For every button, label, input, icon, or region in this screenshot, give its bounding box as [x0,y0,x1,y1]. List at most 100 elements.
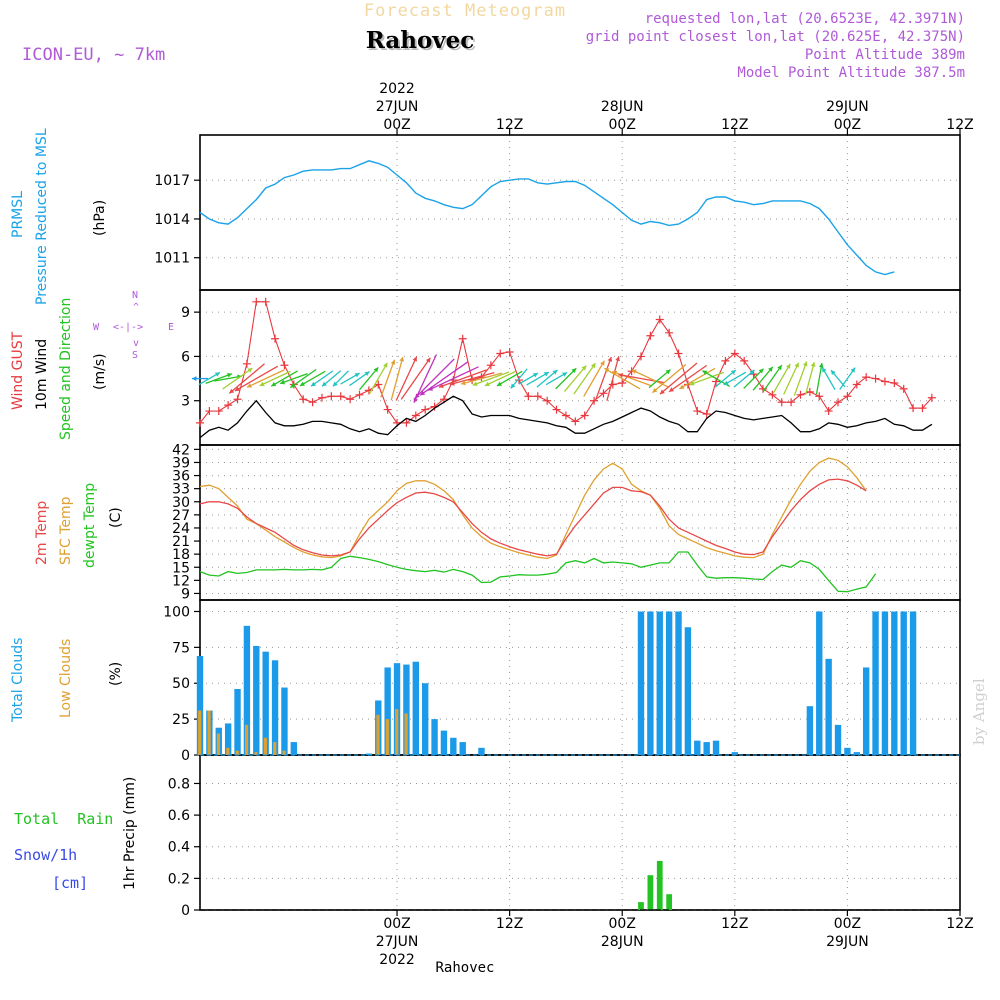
temp-unit: (C) [108,507,124,528]
precip-ytick-label: 0.6 [168,808,190,824]
gust-marker [862,373,871,382]
time-label-top: 00Z [834,117,861,133]
low-cloud-bar [404,713,408,755]
wind-arrow-head [543,372,549,377]
wind-arrow [380,359,396,398]
time-label-bottom: 2022 [379,952,415,968]
low-cloud-bar [216,733,221,755]
wind-ytick-label: 6 [181,349,190,365]
wind-arrow-head [777,365,782,371]
wind-arrow-head [818,363,824,368]
wind-arrow [359,366,379,391]
gust-marker [608,380,617,389]
wind-arrow-head [299,381,305,386]
gust-marker [458,334,467,343]
rain-bar [638,902,644,910]
wind-arrow-head [271,381,277,387]
plot-layers: 1011101410173699121518212427303336394202… [154,81,973,968]
time-label-bottom: 12Z [721,916,748,932]
wind-arrow [783,362,800,395]
compass-arrow-down: v [133,338,139,349]
gust-marker [805,387,814,396]
gust-marker [252,297,261,306]
wind-arrow-head [571,368,577,374]
dewpt-line [199,551,877,593]
gust-marker [599,389,608,398]
wind-arrow-head [226,373,232,378]
location-title: Rahovec [366,27,475,54]
wind-arrow-head [332,381,338,387]
wind-arrow [395,356,418,401]
wind-arrow [804,361,815,396]
grid-coords: grid point closest lon,lat (20.625E, 42.… [586,29,965,45]
low-cloud-bar [273,742,277,755]
rain-bar [666,894,673,910]
requested-coords: requested lon,lat (20.6523E, 42.3971N) [645,11,965,27]
gust-marker [730,349,739,358]
wind-arrow [743,368,764,389]
total-cloud-bar [459,742,466,755]
gust-marker [486,361,495,370]
gust-marker [927,393,936,402]
wind-arrow [400,357,431,400]
gust-marker [421,405,430,414]
wind-arrow [419,361,469,396]
compass-e: E [168,322,174,333]
time-label-bottom: 00Z [834,916,861,932]
low-cloud-bar [207,710,211,755]
wind-arrow-head [280,379,286,385]
total-cloud-bar [412,661,419,755]
wind-arrow [604,367,641,390]
wind-arrow-head [420,390,426,396]
gust-marker [543,396,552,405]
gust-marker [271,334,280,343]
compass-n: N [132,290,138,301]
gust-marker [702,410,711,418]
cloud-ytick-label: 100 [163,604,190,620]
wind-arrow-head [802,361,808,367]
wind-arrow [438,369,487,388]
time-label-top: 28JUN [601,99,644,115]
precip-ytick-label: 0.4 [168,840,190,856]
gust-marker [777,398,786,407]
wind-arrow-head [552,369,558,375]
wind-ytick-label: 9 [181,305,190,321]
wind-arrow-head [192,376,197,381]
wind-arrow-head [689,381,695,386]
total-cloud-bar [262,651,269,755]
wind-arrow [496,370,523,387]
total-cloud-bar [253,645,260,755]
total-cloud-bar [834,724,842,755]
wind-arrow [839,367,856,390]
wind-arrow-head [259,381,265,387]
pressure-label-1: PRMSL [10,191,26,238]
gust-marker [571,417,580,426]
temp-ytick-label: 21 [172,534,190,550]
gust-marker [561,411,570,420]
low-cloud-bar [376,714,380,755]
gust-marker [834,398,843,407]
wind-arrow-head [425,357,431,363]
cloud-unit: (%) [108,662,124,686]
gust-marker [317,393,326,402]
wind-arrow-head [600,360,605,366]
time-label-bottom: 28JUN [601,934,644,950]
point-altitude: Point Altitude 389m [805,47,965,63]
low-cloud-label: Low Clouds [58,639,74,718]
precip-ytick-label: 0.2 [168,871,190,887]
low-cloud-bar [263,737,267,755]
total-cloud-bar [900,611,907,755]
time-label-top: 2022 [379,81,415,97]
wind-arrow-head [652,387,658,393]
time-label-bottom: 00Z [383,916,410,932]
wind-arrow-head [229,388,235,394]
gust-marker [280,361,289,370]
wind-arrow [733,369,755,388]
temp-ytick-label: 9 [181,586,190,602]
wind-arrow [310,370,334,387]
low-cloud-bar [385,719,389,755]
wind-speed-line [199,395,933,439]
cloud-panel-frame [199,599,961,756]
total-cloud-bar [891,611,898,755]
wind-ytick-label: 3 [181,394,190,410]
